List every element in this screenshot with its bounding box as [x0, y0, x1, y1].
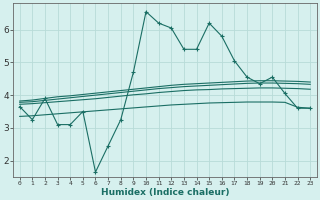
X-axis label: Humidex (Indice chaleur): Humidex (Indice chaleur) — [101, 188, 229, 197]
